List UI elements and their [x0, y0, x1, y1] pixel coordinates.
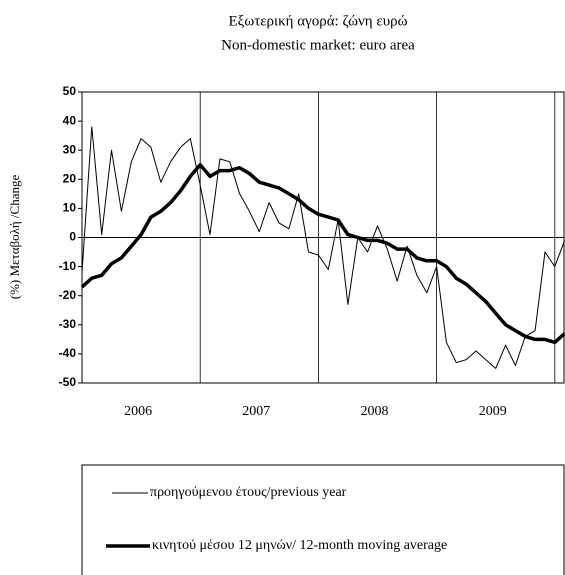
chart-title: Εξωτερική αγορά: ζώνη ευρώ	[229, 13, 408, 29]
x-tick-label: 2006	[124, 404, 152, 419]
x-tick-label: 2007	[242, 404, 270, 419]
y-tick-label: -40	[59, 346, 77, 360]
y-tick-label: 0	[69, 230, 76, 244]
y-tick-label: 20	[63, 171, 77, 185]
x-tick-label: 2008	[361, 404, 389, 419]
x-tick-label: 2009	[479, 404, 507, 419]
y-axis-label: (%) Μεταβολή /Change	[7, 175, 22, 300]
series-line	[80, 163, 565, 345]
legend-box	[81, 464, 565, 575]
legend-label: κινητού μέσου 12 μηνών/ 12-month moving …	[152, 538, 447, 553]
y-tick-label: 10	[63, 201, 77, 215]
chart-subtitle: Non-domestic market: euro area	[221, 37, 415, 53]
y-tick-label: -30	[59, 317, 77, 331]
legend-label: προηγούμενου έτους/previous year	[150, 485, 347, 500]
y-tick-label: -20	[59, 288, 77, 302]
y-tick-label: -10	[59, 259, 77, 273]
series-line	[81, 126, 565, 369]
y-tick-label: 50	[63, 84, 77, 98]
y-tick-label: 40	[63, 113, 77, 127]
y-tick-label: -50	[59, 375, 77, 389]
y-tick-label: 30	[63, 142, 77, 156]
